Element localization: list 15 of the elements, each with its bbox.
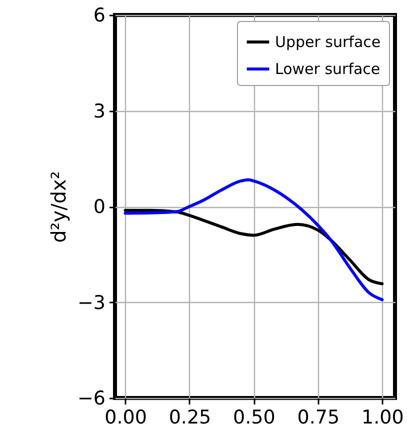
y-axis-title: d²y/dx²	[46, 171, 70, 243]
y-tick-label: −6	[77, 388, 106, 410]
x-tick-label: 0.25	[168, 406, 212, 428]
x-tick-label: 0.00	[104, 406, 147, 428]
legend-label: Upper surface	[275, 33, 381, 51]
x-tick-label: 1.00	[362, 406, 404, 428]
line-series	[124, 178, 384, 302]
x-tick-label: 0.50	[233, 406, 276, 428]
y-tick-label: 3	[93, 100, 106, 122]
line-series	[124, 208, 384, 286]
y-tick-label: 0	[93, 196, 106, 218]
x-tick-label: 0.75	[297, 406, 340, 428]
legend-label: Lower surface	[275, 60, 380, 78]
y-tick-label: −3	[77, 292, 106, 314]
y-tick-label: 6	[93, 4, 106, 26]
